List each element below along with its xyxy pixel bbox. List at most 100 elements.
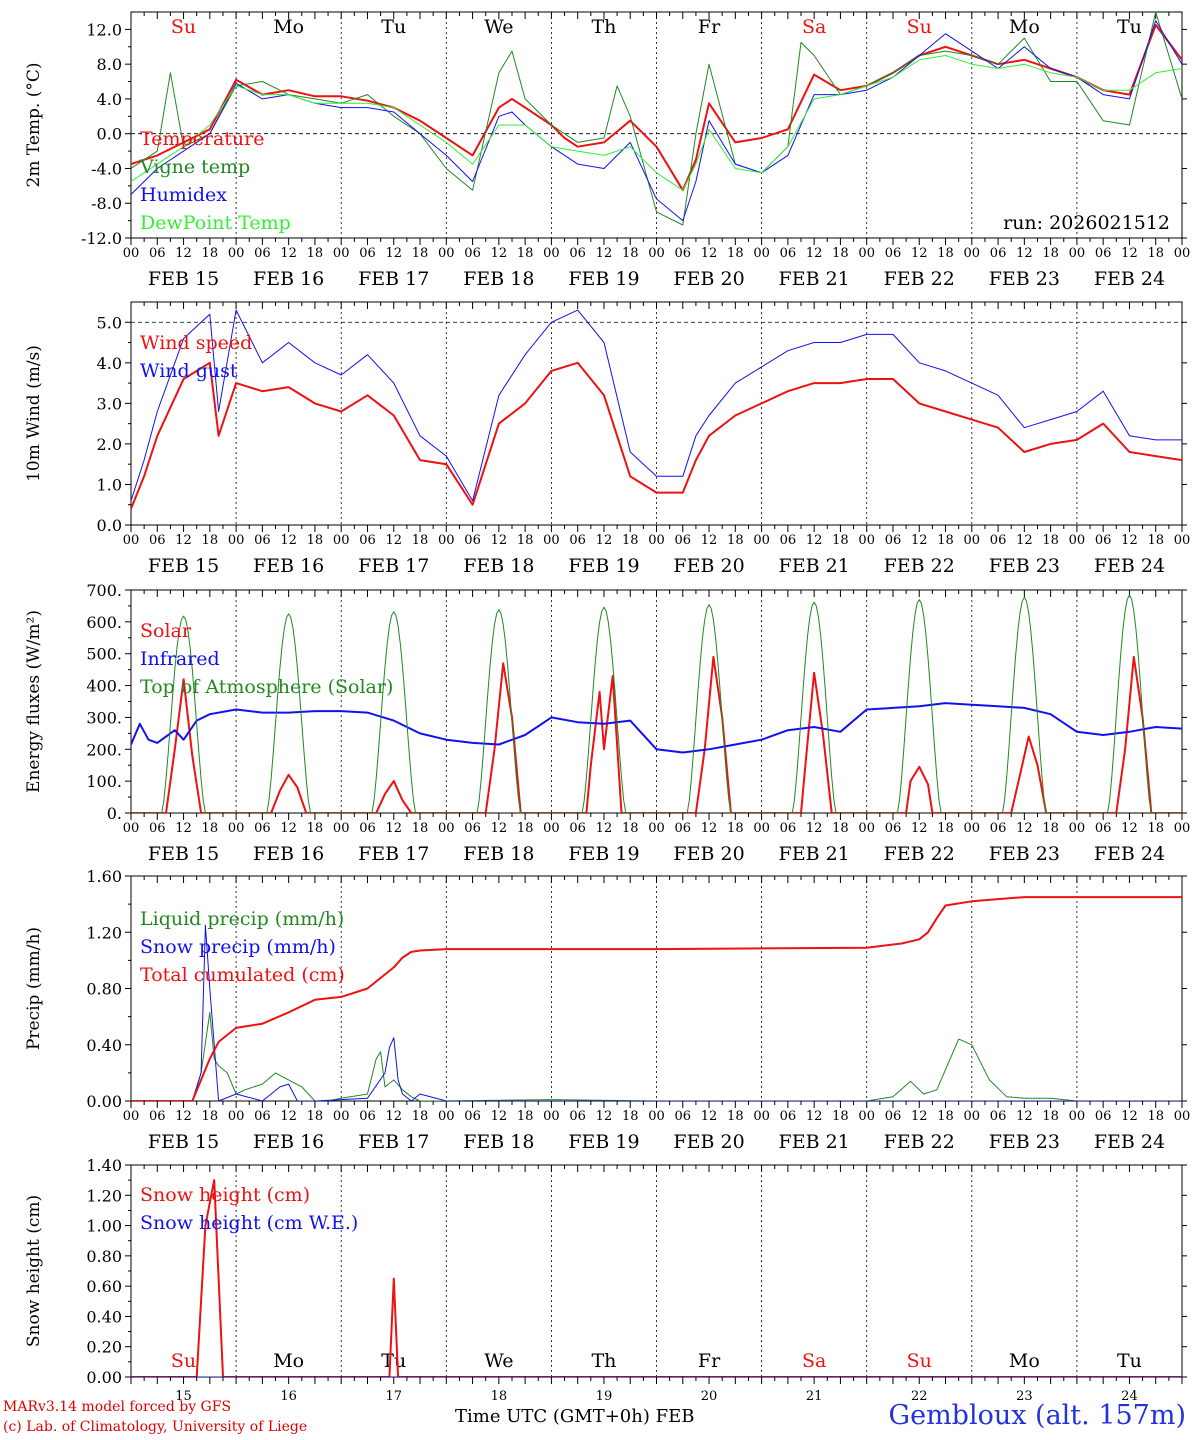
x-tick-label: 00 bbox=[123, 821, 140, 836]
y-tick-label: 600. bbox=[86, 613, 122, 632]
date-label: FEB 15 bbox=[148, 843, 219, 865]
plot-frame bbox=[130, 11, 1183, 239]
x-tick-label: 06 bbox=[885, 246, 902, 261]
x-tick-label: 18 bbox=[832, 246, 849, 261]
day-of-week-label: Su bbox=[907, 16, 932, 38]
x-tick-label: 00 bbox=[123, 246, 140, 261]
x-tick-label: 18 bbox=[727, 1109, 744, 1124]
x-tick-label: 18 bbox=[1147, 1109, 1164, 1124]
y-tick-label: -8.0 bbox=[91, 194, 122, 213]
x-tick-label: 06 bbox=[1095, 821, 1112, 836]
x-tick-label: 18 bbox=[622, 821, 639, 836]
y-tick-label: 1.20 bbox=[86, 923, 122, 942]
x-tick-label: 18 bbox=[412, 1109, 429, 1124]
x-tick-label: 18 bbox=[832, 1109, 849, 1124]
date-label: FEB 22 bbox=[884, 1131, 955, 1153]
series-line-total-cumulated-cm bbox=[131, 896, 1182, 1101]
x-tick-label: 12 bbox=[911, 821, 928, 836]
x-tick-label: 00 bbox=[964, 246, 981, 261]
x-tick-label: 12 bbox=[596, 246, 613, 261]
x-tick-label: 18 bbox=[622, 533, 639, 548]
date-label: FEB 22 bbox=[884, 843, 955, 865]
x-tick-label: 18 bbox=[202, 1109, 219, 1124]
x-tick-label: 06 bbox=[359, 533, 376, 548]
x-tick-label: 18 bbox=[307, 1109, 324, 1124]
x-tick-label: 12 bbox=[701, 1109, 718, 1124]
x-tick-label: 12 bbox=[280, 1109, 297, 1124]
x-tick-label: 18 bbox=[202, 533, 219, 548]
day-number-label: 15 bbox=[175, 1389, 192, 1404]
x-tick-label: 18 bbox=[832, 533, 849, 548]
x-tick-label: 00 bbox=[438, 1109, 455, 1124]
x-tick-label: 00 bbox=[858, 1109, 875, 1124]
date-label: FEB 23 bbox=[989, 843, 1060, 865]
x-tick-label: 12 bbox=[596, 821, 613, 836]
x-tick-label: 18 bbox=[1147, 821, 1164, 836]
legend-humidex: Humidex bbox=[140, 184, 227, 206]
x-tick-label: 06 bbox=[254, 533, 271, 548]
y-tick-label: -12.0 bbox=[81, 229, 122, 248]
x-tick-label: 18 bbox=[622, 1109, 639, 1124]
x-tick-label: 18 bbox=[202, 246, 219, 261]
x-tick-label: 12 bbox=[385, 1109, 402, 1124]
x-tick-label: 06 bbox=[1095, 533, 1112, 548]
y-axis-label: Precip (mm/h) bbox=[24, 927, 44, 1050]
y-axis-label: Snow height (cm) bbox=[24, 1195, 44, 1347]
date-label: FEB 24 bbox=[1094, 268, 1165, 290]
x-tick-label: 00 bbox=[123, 533, 140, 548]
x-tick-label: 18 bbox=[1042, 1109, 1059, 1124]
x-tick-label: 12 bbox=[806, 1109, 823, 1124]
x-tick-label: 00 bbox=[228, 1109, 245, 1124]
x-tick-label: 00 bbox=[543, 246, 560, 261]
day-of-week-label: Mo bbox=[1009, 16, 1040, 38]
x-tick-label: 00 bbox=[648, 246, 665, 261]
x-tick-label: 18 bbox=[832, 821, 849, 836]
x-tick-label: 06 bbox=[254, 821, 271, 836]
x-tick-label: 18 bbox=[1042, 533, 1059, 548]
day-of-week-label: We bbox=[484, 1350, 513, 1372]
x-tick-label: 18 bbox=[622, 246, 639, 261]
x-tick-label: 06 bbox=[569, 1109, 586, 1124]
x-tick-label: 18 bbox=[412, 246, 429, 261]
y-tick-label: 0.0 bbox=[97, 516, 122, 535]
x-tick-label: 12 bbox=[1121, 1109, 1138, 1124]
date-label: FEB 18 bbox=[463, 1131, 534, 1153]
model-credit: MARv3.14 model forced by GFS bbox=[3, 1399, 232, 1415]
y-axis-label: 10m Wind (m/s) bbox=[24, 345, 44, 482]
day-number-label: 23 bbox=[1016, 1389, 1033, 1404]
date-label: FEB 23 bbox=[989, 1131, 1060, 1153]
y-tick-label: -4.0 bbox=[91, 159, 122, 178]
x-tick-label: 12 bbox=[175, 1109, 192, 1124]
x-tick-label: 18 bbox=[412, 533, 429, 548]
x-tick-label: 00 bbox=[543, 533, 560, 548]
date-label: FEB 15 bbox=[148, 555, 219, 577]
date-label: FEB 22 bbox=[884, 555, 955, 577]
x-tick-label: 06 bbox=[464, 246, 481, 261]
y-tick-label: 0.00 bbox=[86, 1368, 122, 1387]
date-label: FEB 17 bbox=[358, 268, 429, 290]
x-tick-label: 06 bbox=[464, 1109, 481, 1124]
day-of-week-label: Mo bbox=[273, 1350, 304, 1372]
x-tick-label: 12 bbox=[385, 821, 402, 836]
day-of-week-label: We bbox=[484, 16, 513, 38]
date-label: FEB 19 bbox=[568, 555, 639, 577]
x-tick-label: 12 bbox=[280, 533, 297, 548]
series-line-solar bbox=[131, 655, 1182, 813]
x-tick-label: 06 bbox=[675, 821, 692, 836]
x-tick-label: 00 bbox=[438, 533, 455, 548]
date-label: FEB 21 bbox=[779, 843, 850, 865]
date-label: FEB 21 bbox=[779, 555, 850, 577]
x-tick-label: 00 bbox=[1069, 821, 1086, 836]
x-tick-label: 06 bbox=[569, 533, 586, 548]
x-tick-label: 00 bbox=[1069, 533, 1086, 548]
y-tick-label: 0. bbox=[107, 804, 122, 823]
date-label: FEB 23 bbox=[989, 268, 1060, 290]
x-tick-label: 12 bbox=[280, 821, 297, 836]
x-tick-label: 00 bbox=[228, 246, 245, 261]
x-tick-label: 12 bbox=[806, 246, 823, 261]
x-tick-label: 18 bbox=[937, 533, 954, 548]
date-label: FEB 19 bbox=[568, 1131, 639, 1153]
day-of-week-label: Fr bbox=[698, 16, 721, 38]
series-line-liquid-precip-mm-h bbox=[131, 1011, 1182, 1101]
